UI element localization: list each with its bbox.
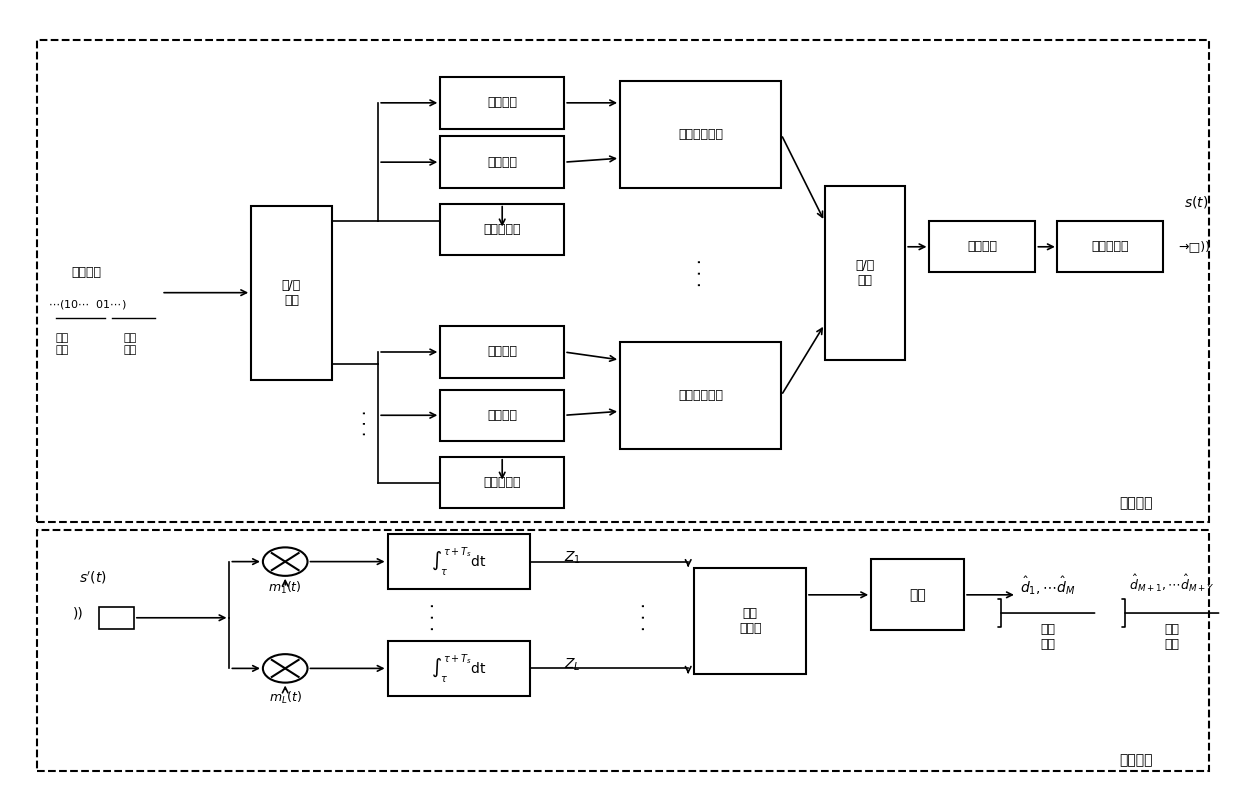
FancyBboxPatch shape — [825, 186, 905, 360]
Text: · · ·: · · · — [357, 410, 374, 437]
Text: 发送帧分组: 发送帧分组 — [484, 223, 521, 236]
Text: 数字调制: 数字调制 — [487, 97, 517, 109]
FancyBboxPatch shape — [440, 78, 564, 128]
Text: $\hat{d}_{M+1},\cdots\hat{d}_{M+Y}$: $\hat{d}_{M+1},\cdots\hat{d}_{M+Y}$ — [1130, 573, 1214, 593]
Text: 串行信息: 串行信息 — [72, 267, 102, 279]
Text: 调制
比特: 调制 比特 — [1164, 623, 1179, 651]
Text: 调制比特映射: 调制比特映射 — [678, 389, 723, 402]
Text: →□)): →□)) — [1178, 240, 1210, 253]
Text: $\int_{\tau}^{\tau+T_s}$dt: $\int_{\tau}^{\tau+T_s}$dt — [432, 545, 486, 578]
Text: 接收节点: 接收节点 — [1120, 753, 1153, 767]
Text: 并/串
转换: 并/串 转换 — [856, 259, 874, 287]
FancyBboxPatch shape — [1058, 221, 1163, 273]
Text: 索引调制: 索引调制 — [487, 409, 517, 422]
Text: 调制比特映射: 调制比特映射 — [678, 128, 723, 141]
Text: $Z_L$: $Z_L$ — [564, 657, 580, 672]
FancyBboxPatch shape — [440, 326, 564, 377]
Text: $Z_1$: $Z_1$ — [564, 550, 582, 566]
Text: )): )) — [73, 606, 83, 620]
Text: 超声波转换: 超声波转换 — [1091, 240, 1128, 253]
Text: · · ·: · · · — [692, 259, 709, 287]
FancyBboxPatch shape — [387, 641, 531, 696]
Text: $\int_{\tau}^{\tau+T_s}$dt: $\int_{\tau}^{\tau+T_s}$dt — [432, 652, 486, 685]
FancyBboxPatch shape — [440, 456, 564, 509]
Text: 解调: 解调 — [909, 588, 926, 602]
Text: $m_1(t)$: $m_1(t)$ — [268, 580, 303, 596]
FancyBboxPatch shape — [387, 534, 531, 589]
Text: 发送节点: 发送节点 — [1120, 496, 1153, 510]
FancyBboxPatch shape — [620, 342, 781, 449]
FancyBboxPatch shape — [440, 136, 564, 188]
Text: 发送帧分组: 发送帧分组 — [484, 476, 521, 489]
FancyBboxPatch shape — [250, 206, 331, 380]
Text: 索引
比特: 索引 比特 — [56, 333, 68, 355]
FancyBboxPatch shape — [99, 607, 134, 629]
FancyBboxPatch shape — [870, 559, 965, 630]
FancyBboxPatch shape — [620, 81, 781, 188]
FancyBboxPatch shape — [440, 204, 564, 255]
FancyBboxPatch shape — [930, 221, 1034, 273]
Text: 索引
比特: 索引 比特 — [1040, 623, 1055, 651]
Text: $s'(t)$: $s'(t)$ — [79, 570, 107, 585]
Text: 索引调制: 索引调制 — [487, 156, 517, 168]
FancyBboxPatch shape — [440, 389, 564, 441]
Text: 串/并
转换: 串/并 转换 — [281, 278, 301, 307]
Text: 选择
最大值: 选择 最大值 — [739, 607, 761, 635]
Text: 脉冲成形: 脉冲成形 — [967, 240, 997, 253]
Text: 调制
比特: 调制 比特 — [124, 333, 136, 355]
Text: 数字调制: 数字调制 — [487, 346, 517, 358]
Text: · · ·: · · · — [425, 603, 443, 631]
FancyBboxPatch shape — [694, 568, 806, 674]
Text: $\hat{d}_1,\cdots\hat{d}_M$: $\hat{d}_1,\cdots\hat{d}_M$ — [1021, 574, 1075, 596]
Text: · · ·: · · · — [636, 603, 653, 631]
Text: $\cdots$(10$\cdots$  01$\cdots$): $\cdots$(10$\cdots$ 01$\cdots$) — [47, 298, 126, 311]
Text: $s(t)$: $s(t)$ — [1184, 194, 1209, 210]
Text: $m_L(t)$: $m_L(t)$ — [269, 690, 301, 706]
